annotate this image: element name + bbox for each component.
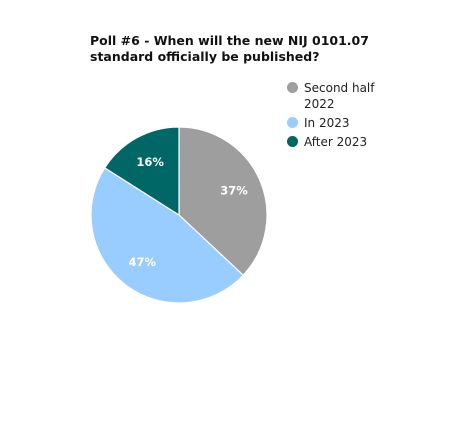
pie-slice [178,126,268,277]
data-label: 37% [220,184,248,198]
data-label: 47% [128,255,156,269]
chart-title: Poll #6 - When will the new NIJ 0101.07 … [90,33,369,64]
legend-swatch [287,82,298,93]
pie-slice [90,167,244,304]
legend: Second half 2022 In 2023 After 2023 [287,80,397,153]
legend-label: Second half 2022 [304,81,375,111]
legend-swatch [287,136,298,147]
legend-label: In 2023 [304,116,350,130]
legend-swatch [287,117,298,128]
data-label: 16% [136,155,164,169]
pie-slice [103,126,180,217]
legend-item: In 2023 [287,115,397,131]
legend-item: After 2023 [287,134,397,150]
legend-item: Second half 2022 [287,80,397,112]
legend-label: After 2023 [304,135,368,149]
